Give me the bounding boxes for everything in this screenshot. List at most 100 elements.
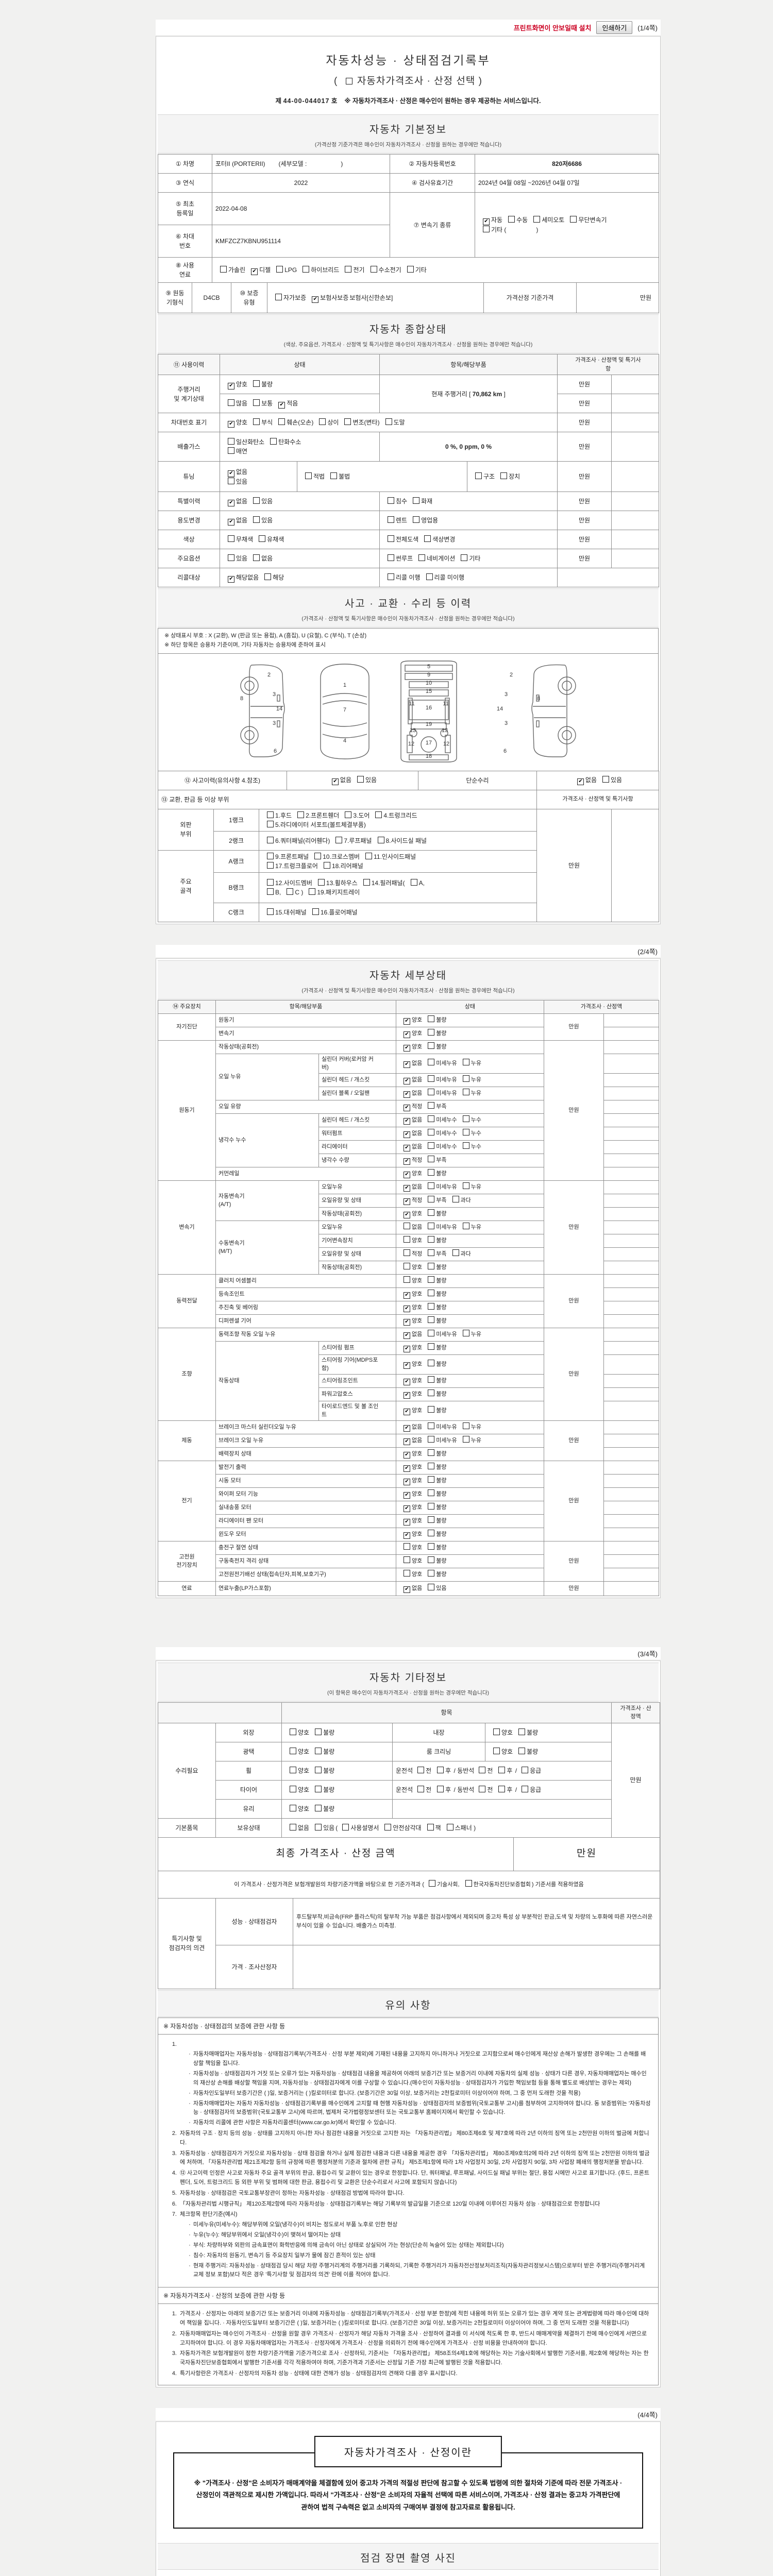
checkbox[interactable] — [404, 1018, 410, 1025]
checkbox[interactable] — [228, 470, 234, 477]
checkbox[interactable] — [267, 888, 274, 895]
checkbox[interactable] — [428, 1029, 435, 1036]
checkbox[interactable] — [404, 1479, 410, 1486]
checkbox[interactable] — [518, 1728, 526, 1735]
checkbox[interactable] — [314, 852, 322, 859]
checkbox[interactable] — [428, 1169, 435, 1176]
checkbox[interactable] — [220, 265, 227, 273]
checkbox[interactable] — [404, 1570, 410, 1577]
checkbox[interactable] — [428, 1330, 435, 1337]
checkbox[interactable] — [267, 878, 274, 886]
checkbox[interactable] — [462, 1330, 469, 1337]
checkbox[interactable] — [462, 1436, 469, 1443]
checkbox[interactable] — [377, 836, 384, 843]
checkbox[interactable] — [533, 216, 541, 223]
checkbox[interactable] — [452, 1249, 459, 1257]
checkbox[interactable] — [323, 861, 330, 869]
checkbox[interactable] — [264, 573, 272, 580]
checkbox[interactable] — [290, 1728, 296, 1735]
checkbox[interactable] — [404, 1158, 410, 1165]
checkbox[interactable] — [404, 1409, 410, 1416]
checkbox[interactable] — [417, 1766, 425, 1773]
checkbox[interactable] — [228, 477, 234, 484]
checkbox[interactable] — [428, 1115, 435, 1123]
checkbox[interactable] — [428, 1263, 435, 1270]
checkbox[interactable] — [428, 1570, 435, 1577]
checkbox[interactable] — [228, 535, 234, 542]
checkbox[interactable] — [410, 878, 417, 886]
checkbox[interactable] — [404, 1145, 410, 1152]
checkbox[interactable] — [404, 1031, 410, 1039]
checkbox[interactable] — [404, 1452, 410, 1459]
checkbox[interactable] — [315, 1747, 322, 1754]
checkbox[interactable] — [428, 1489, 435, 1497]
checkbox[interactable] — [315, 1823, 322, 1831]
checkbox[interactable] — [493, 1747, 500, 1754]
checkbox[interactable] — [404, 1131, 410, 1139]
checkbox[interactable] — [428, 1075, 435, 1082]
checkbox[interactable] — [315, 1728, 322, 1735]
checkbox[interactable] — [428, 1015, 435, 1023]
checkbox[interactable] — [270, 438, 277, 445]
checkbox[interactable] — [602, 776, 609, 783]
checkbox[interactable] — [462, 1223, 469, 1230]
checkbox[interactable] — [331, 778, 339, 786]
checkbox[interactable] — [437, 1766, 444, 1773]
checkbox[interactable] — [290, 1785, 296, 1792]
checkbox[interactable] — [404, 1292, 410, 1299]
checkbox[interactable] — [428, 1422, 435, 1430]
checkbox[interactable] — [375, 811, 382, 818]
checkbox[interactable] — [384, 1823, 392, 1831]
checkbox[interactable] — [404, 1425, 410, 1432]
checkbox[interactable] — [428, 1343, 435, 1350]
checkbox[interactable] — [493, 1728, 500, 1735]
checkbox[interactable] — [479, 1766, 486, 1773]
checkbox[interactable] — [388, 573, 394, 580]
checkbox[interactable] — [483, 218, 490, 225]
checkbox[interactable] — [428, 1129, 435, 1136]
checkbox[interactable] — [357, 776, 364, 783]
checkbox[interactable] — [297, 811, 305, 818]
checkbox[interactable] — [404, 1319, 410, 1326]
checkbox[interactable] — [315, 1804, 322, 1811]
checkbox[interactable] — [404, 1306, 410, 1313]
checkbox[interactable] — [404, 1492, 410, 1499]
checkbox[interactable] — [418, 554, 426, 561]
checkbox[interactable] — [404, 1379, 410, 1386]
checkbox[interactable] — [228, 420, 234, 428]
checkbox[interactable] — [404, 1223, 410, 1230]
checkbox[interactable] — [429, 1879, 436, 1887]
checkbox[interactable] — [404, 1505, 410, 1513]
checkbox[interactable] — [428, 1436, 435, 1443]
checkbox[interactable] — [404, 1078, 410, 1085]
checkbox[interactable] — [428, 1516, 435, 1523]
checkbox[interactable] — [342, 1823, 349, 1831]
checkbox[interactable] — [577, 778, 584, 786]
checkbox[interactable] — [253, 380, 260, 387]
checkbox[interactable] — [404, 1091, 410, 1098]
checkbox[interactable] — [365, 852, 373, 859]
checkbox[interactable] — [275, 293, 282, 300]
checkbox[interactable] — [428, 1376, 435, 1383]
checkbox[interactable] — [267, 852, 274, 859]
checkbox[interactable] — [404, 1556, 410, 1564]
checkbox[interactable] — [426, 573, 433, 580]
checkbox[interactable] — [428, 1042, 435, 1049]
checkbox[interactable] — [404, 1465, 410, 1472]
checkbox[interactable] — [428, 1196, 435, 1203]
checkbox[interactable] — [228, 382, 234, 389]
checkbox[interactable] — [267, 836, 274, 843]
checkbox[interactable] — [404, 1105, 410, 1112]
checkbox[interactable] — [404, 1249, 410, 1257]
checkbox[interactable] — [290, 1747, 296, 1754]
checkbox[interactable] — [461, 554, 468, 561]
checkbox[interactable] — [428, 1476, 435, 1483]
checkbox[interactable] — [498, 1766, 506, 1773]
checkbox[interactable] — [428, 1182, 435, 1190]
checkbox[interactable] — [428, 1584, 435, 1591]
checkbox[interactable] — [344, 418, 351, 425]
checkbox[interactable] — [428, 1406, 435, 1413]
checkbox[interactable] — [428, 1276, 435, 1283]
checkbox[interactable] — [428, 1543, 435, 1550]
checkbox[interactable] — [404, 1543, 410, 1550]
